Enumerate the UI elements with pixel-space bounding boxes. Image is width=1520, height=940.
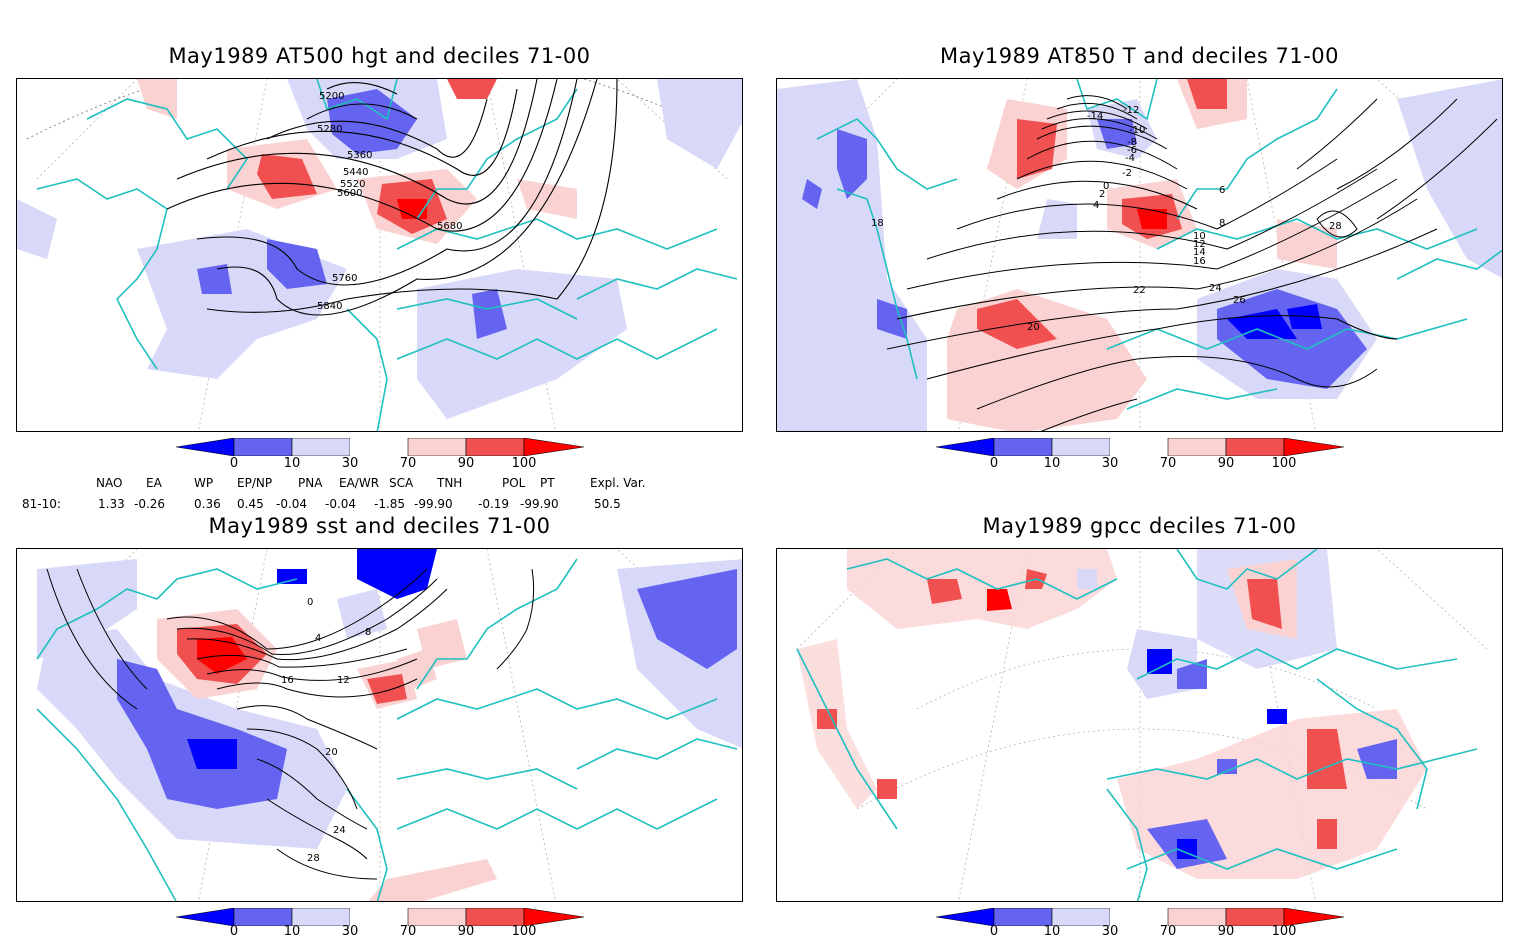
colorbar-tick: 70 [1159, 924, 1177, 939]
index-header: EA [146, 476, 162, 490]
colorbar-hgt500: 0 10 30 70 90 100 [175, 437, 586, 478]
index-value: 1.33 [98, 497, 125, 511]
colorbar-gpcc: 0 10 30 70 90 100 [935, 907, 1346, 940]
colorbar-tick: 70 [399, 924, 417, 939]
colorbar-swatches [175, 437, 585, 457]
index-row-label: 81-10: [22, 497, 61, 511]
index-header: PT [540, 476, 555, 490]
map-panel-sst: 0 4 8 12 16 20 24 28 [16, 548, 743, 902]
index-header: POL [502, 476, 526, 490]
index-header: WP [194, 476, 214, 490]
index-header: NAO [96, 476, 123, 490]
colorbar-tick: 90 [457, 924, 475, 939]
index-value: -0.04 [325, 497, 357, 511]
index-header: EP/NP [237, 476, 273, 490]
panel-title-sst: May1989 sst and deciles 71-00 [208, 514, 551, 538]
colorbar-tick: 70 [399, 456, 417, 471]
colorbar-tick: 70 [1159, 456, 1177, 471]
colorbar-t850: 0 10 30 70 90 100 [935, 437, 1346, 478]
index-header: PNA [298, 476, 323, 490]
colorbar-tick: 10 [283, 456, 301, 471]
index-value: 0.36 [194, 497, 221, 511]
colorbar-tick: 0 [989, 924, 999, 939]
colorbar-tick: 10 [1043, 456, 1061, 471]
colorbar-tick: 100 [511, 456, 537, 471]
colorbar-tick: 100 [1271, 924, 1297, 939]
panel-title-gpcc: May1989 gpcc deciles 71-00 [982, 514, 1297, 538]
panel-title-hgt500: May1989 AT500 hgt and deciles 71-00 [168, 44, 591, 68]
map-panel-hgt500: 5200 5280 5360 5440 5520 5600 5680 5760 … [16, 78, 743, 432]
colorbar-tick: 90 [1217, 924, 1235, 939]
map-panel-t850: -14 -12 -10 -8 -6 -4 -2 0 2 4 6 8 10 12 … [776, 78, 1503, 432]
index-value: -0.26 [134, 497, 166, 511]
colorbar-tick: 100 [511, 924, 537, 939]
colorbar-tick: 30 [341, 924, 359, 939]
colorbar-tick: 100 [1271, 456, 1297, 471]
map-panel-gpcc [776, 548, 1503, 902]
colorbar-sst: 0 10 30 70 90 100 [175, 907, 586, 940]
colorbar-tick: 10 [1043, 924, 1061, 939]
index-header: EA/WR [339, 476, 380, 490]
colorbar-swatches [175, 907, 585, 927]
index-value: 0.45 [237, 497, 264, 511]
index-value: 50.5 [594, 497, 621, 511]
index-value: -99.90 [414, 497, 453, 511]
colorbar-tick: 0 [989, 456, 999, 471]
index-header: Expl. Var. [590, 476, 646, 490]
index-value: -99.90 [520, 497, 559, 511]
colorbar-tick: 10 [283, 924, 301, 939]
panel-title-t850: May1989 AT850 T and deciles 71-00 [939, 44, 1340, 68]
colorbar-tick: 0 [229, 924, 239, 939]
index-value: -0.19 [478, 497, 510, 511]
colorbar-tick: 90 [457, 456, 475, 471]
colorbar-tick: 30 [341, 456, 359, 471]
index-value: -1.85 [374, 497, 406, 511]
index-header: SCA [389, 476, 414, 490]
index-value: -0.04 [276, 497, 308, 511]
index-header: TNH [437, 476, 463, 490]
colorbar-tick: 90 [1217, 456, 1235, 471]
colorbar-tick: 30 [1101, 456, 1119, 471]
colorbar-swatches [935, 907, 1345, 927]
colorbar-swatches [935, 437, 1345, 457]
colorbar-tick: 0 [229, 456, 239, 471]
colorbar-tick: 30 [1101, 924, 1119, 939]
